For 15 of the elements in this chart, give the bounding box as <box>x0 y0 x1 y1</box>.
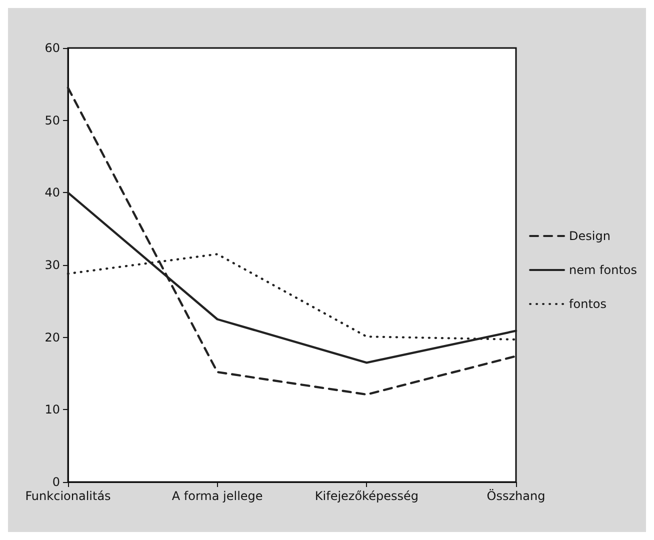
line-series <box>66 86 518 396</box>
y-tick-label: 50 <box>44 113 60 128</box>
y-tick-label: 0 <box>52 475 60 489</box>
x-tick-label: A forma jellege <box>172 489 263 503</box>
legend-label: Design <box>569 229 610 243</box>
y-tick-label: 40 <box>44 186 60 200</box>
x-tick-label: Funkcionalitás <box>25 489 111 503</box>
y-tick-label: 60 <box>44 41 60 55</box>
y-tick-label: 20 <box>44 330 60 344</box>
legend-label: fontos <box>569 297 607 311</box>
y-tick-label: 10 <box>44 402 60 417</box>
legend-label: nem fontos <box>569 263 638 277</box>
y-tick-label: 30 <box>44 258 60 272</box>
x-tick-label: Összhang <box>486 489 546 503</box>
x-tick-label: Kifejezőképesség <box>314 489 418 503</box>
